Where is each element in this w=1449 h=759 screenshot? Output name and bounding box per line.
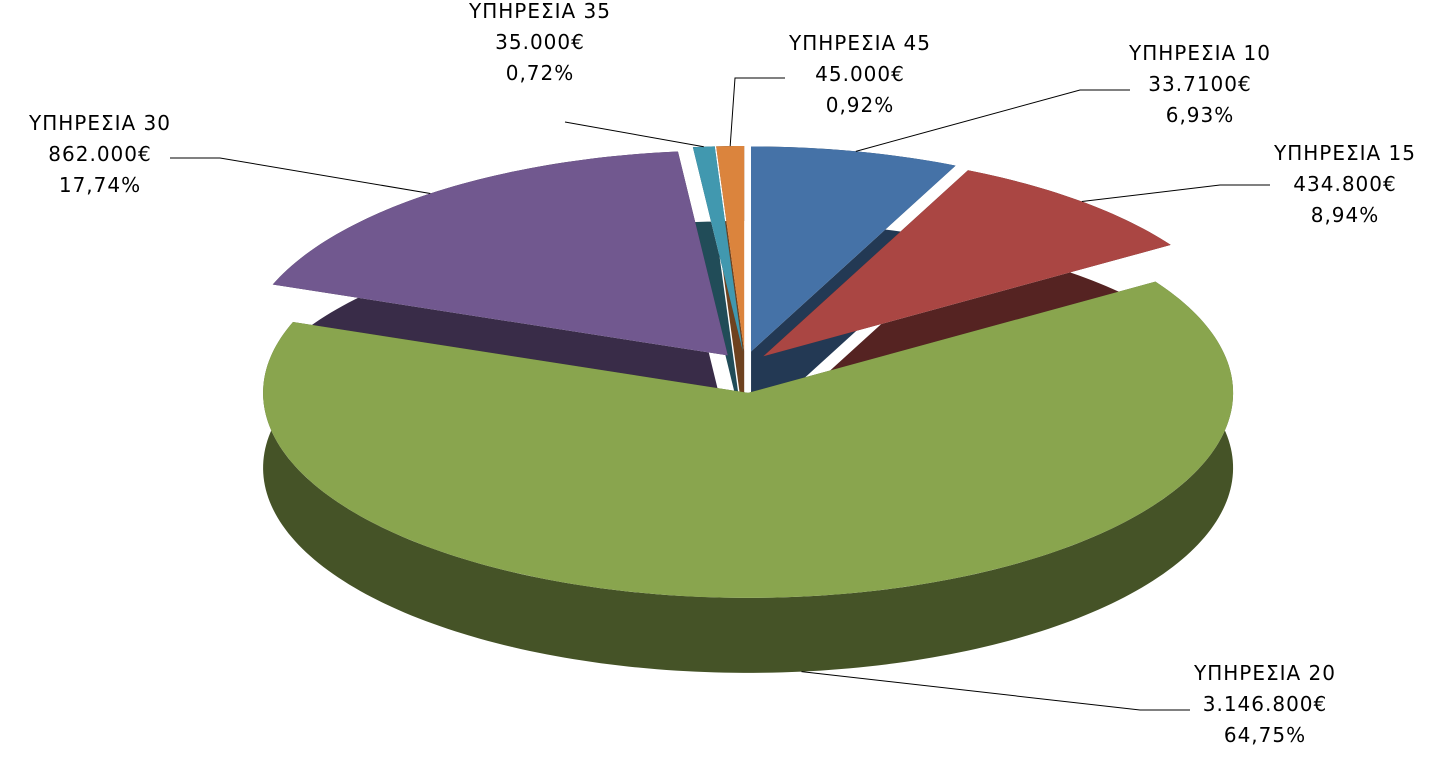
data-label: ΥΠΗΡΕΣΙΑ 10 33.7100€ 6,93% bbox=[1128, 41, 1271, 127]
slice-top bbox=[692, 146, 743, 352]
label-line: ΥΠΗΡΕΣΙΑ 10 bbox=[1128, 41, 1271, 65]
leader-line bbox=[729, 77, 785, 147]
slice bbox=[263, 281, 1234, 673]
label-line: 35.000€ bbox=[495, 30, 585, 54]
slice-top bbox=[763, 170, 1171, 357]
label-line: ΥΠΗΡΕΣΙΑ 20 bbox=[1193, 661, 1336, 685]
leader-line bbox=[170, 157, 431, 195]
label-line: 3.146.800€ bbox=[1203, 692, 1328, 716]
slice-top bbox=[272, 151, 728, 356]
leader-line bbox=[801, 671, 1190, 711]
label-line: 6,93% bbox=[1166, 103, 1235, 127]
label-line: 33.7100€ bbox=[1148, 72, 1251, 96]
label-line: ΥΠΗΡΕΣΙΑ 15 bbox=[1273, 141, 1416, 165]
label-line: 434.800€ bbox=[1293, 172, 1396, 196]
data-label: ΥΠΗΡΕΣΙΑ 15 434.800€ 8,94% bbox=[1273, 141, 1416, 227]
label-line: 64,75% bbox=[1224, 723, 1306, 747]
leader-line bbox=[855, 89, 1130, 152]
slice-top bbox=[751, 146, 956, 352]
data-label: ΥΠΗΡΕΣΙΑ 45 45.000€ 0,92% bbox=[788, 31, 931, 117]
data-label: ΥΠΗΡΕΣΙΑ 30 862.000€ 17,74% bbox=[28, 111, 171, 197]
data-label: ΥΠΗΡΕΣΙΑ 20 3.146.800€ 64,75% bbox=[1193, 661, 1336, 747]
label-line: ΥΠΗΡΕΣΙΑ 30 bbox=[28, 111, 171, 135]
slice-side bbox=[692, 146, 743, 427]
label-line: 862.000€ bbox=[48, 142, 151, 166]
label-line: 45.000€ bbox=[815, 62, 905, 86]
slice-top bbox=[263, 281, 1234, 598]
leader-line bbox=[1081, 184, 1270, 203]
slice-top bbox=[716, 146, 745, 351]
label-line: ΥΠΗΡΕΣΙΑ 35 bbox=[468, 0, 611, 23]
leader-line bbox=[564, 121, 704, 148]
label-line: 17,74% bbox=[59, 173, 141, 197]
slice bbox=[692, 146, 743, 427]
label-line: 0,92% bbox=[826, 93, 895, 117]
label-line: 8,94% bbox=[1311, 203, 1380, 227]
data-label: ΥΠΗΡΕΣΙΑ 35 35.000€ 0,72% bbox=[468, 0, 611, 85]
label-line: ΥΠΗΡΕΣΙΑ 45 bbox=[788, 31, 931, 55]
label-line: 0,72% bbox=[506, 61, 575, 85]
